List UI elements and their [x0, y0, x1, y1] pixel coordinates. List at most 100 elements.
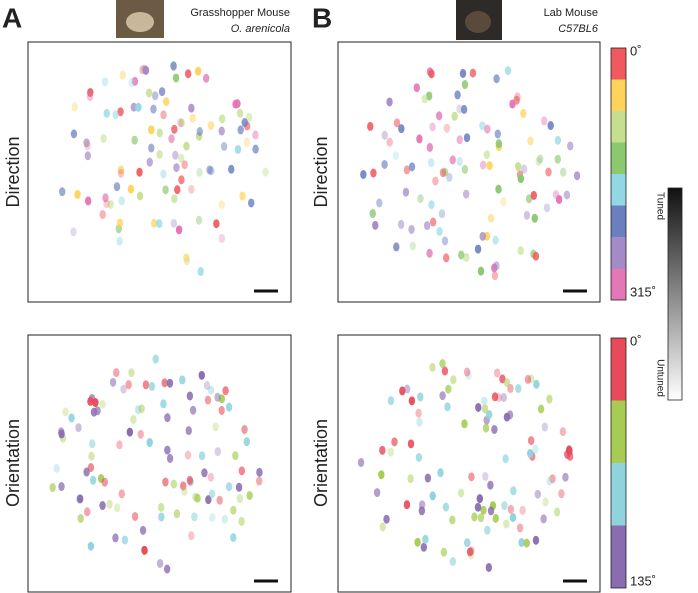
cell — [546, 476, 553, 486]
cell — [218, 114, 226, 124]
cell — [474, 244, 482, 254]
cell — [128, 368, 135, 378]
cell — [162, 477, 169, 487]
cell — [444, 402, 451, 412]
cell — [426, 248, 433, 258]
cell — [510, 486, 517, 496]
cell — [170, 218, 178, 228]
cell — [141, 64, 148, 74]
cell — [174, 185, 181, 195]
cell — [207, 385, 215, 395]
cell — [441, 366, 449, 376]
cell — [435, 111, 443, 121]
cell — [160, 169, 167, 179]
cell — [487, 506, 495, 516]
cell — [559, 167, 567, 177]
cell — [402, 187, 410, 197]
cell — [218, 126, 225, 136]
cell — [532, 251, 540, 261]
cell — [466, 547, 474, 557]
cell — [379, 522, 386, 532]
cell — [204, 395, 212, 405]
cell — [113, 368, 120, 378]
cell — [532, 444, 539, 454]
cell — [207, 121, 215, 131]
cell — [525, 194, 533, 204]
cell — [462, 189, 470, 199]
cell — [99, 501, 106, 511]
cell — [87, 396, 94, 406]
cell — [426, 142, 434, 152]
cell — [228, 164, 235, 174]
cell — [183, 253, 190, 263]
cell — [523, 210, 531, 220]
cell — [399, 386, 406, 396]
cell — [178, 153, 185, 163]
cell — [403, 384, 411, 394]
cell — [184, 69, 192, 79]
cell — [255, 476, 263, 486]
cell — [92, 398, 99, 408]
cell — [393, 242, 400, 252]
cell — [173, 163, 180, 173]
cell — [188, 103, 195, 113]
cell — [181, 486, 188, 496]
cell — [541, 422, 549, 432]
cell — [415, 452, 423, 462]
cell — [86, 92, 94, 102]
cell — [120, 384, 127, 394]
cell — [474, 502, 482, 512]
cell — [483, 150, 491, 160]
color-segment — [611, 338, 626, 401]
cell — [450, 375, 457, 385]
cell — [403, 500, 411, 510]
cell — [429, 122, 436, 132]
cell — [501, 501, 508, 511]
cell — [564, 449, 571, 459]
color-segment — [611, 174, 626, 206]
cell — [247, 198, 255, 208]
cell — [477, 513, 485, 523]
cell — [567, 141, 574, 151]
cell — [201, 468, 208, 478]
cell — [126, 427, 134, 437]
cell — [173, 509, 181, 519]
cell — [148, 143, 155, 153]
cell — [84, 151, 92, 161]
cell — [372, 220, 379, 230]
cell — [189, 113, 196, 123]
color-segment — [611, 463, 626, 526]
cell — [116, 218, 124, 228]
cell — [178, 118, 185, 128]
cell — [202, 73, 210, 83]
cell — [555, 194, 563, 204]
cell — [416, 134, 423, 144]
scale-label: 0˚ — [630, 43, 642, 58]
cell — [172, 73, 180, 83]
cell — [379, 445, 386, 455]
cell — [519, 505, 526, 515]
cell — [130, 415, 137, 425]
cell — [461, 164, 469, 174]
cell — [245, 112, 253, 122]
cell — [439, 168, 447, 178]
cell — [558, 489, 565, 499]
cell — [494, 129, 502, 139]
cell — [491, 271, 499, 281]
cell — [218, 200, 225, 210]
cell — [526, 448, 534, 458]
cell — [131, 76, 139, 86]
cell — [59, 187, 66, 197]
cell — [84, 507, 91, 517]
cell — [454, 90, 461, 100]
cell — [507, 504, 514, 514]
cell — [391, 437, 398, 447]
cell — [527, 436, 535, 446]
cell — [119, 70, 126, 80]
strain: C57BL6 — [558, 23, 599, 35]
cell — [112, 110, 119, 120]
cell — [376, 198, 383, 208]
cell — [186, 391, 194, 401]
cell — [207, 472, 214, 482]
cell — [142, 65, 150, 75]
